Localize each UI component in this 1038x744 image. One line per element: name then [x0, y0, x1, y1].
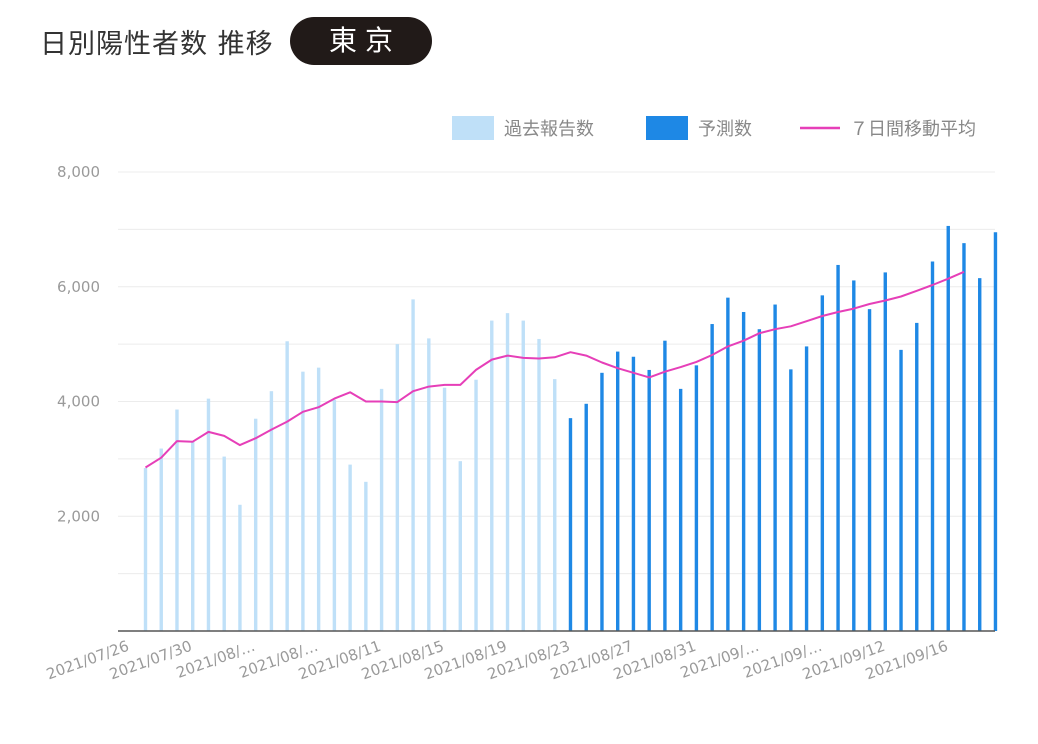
bar-past: [364, 481, 368, 631]
bar-past: [537, 338, 541, 631]
y-axis-ticks: 2,000 4,000 6,000 8,000: [57, 163, 100, 525]
x-axis-ticks: 2021/07/262021/07/302021/08/…2021/08/…20…: [44, 637, 950, 683]
bar-forecast: [789, 369, 793, 631]
bar-forecast: [584, 403, 588, 631]
bar-past: [490, 320, 494, 631]
bar-past: [553, 379, 557, 631]
bar-past: [301, 371, 305, 631]
bar-forecast: [962, 243, 966, 631]
bar-past: [379, 388, 384, 631]
bar-past: [442, 387, 447, 631]
bar-forecast: [757, 329, 762, 631]
bar-forecast: [663, 340, 667, 631]
bar-past: [238, 504, 242, 631]
bar-forecast: [568, 418, 573, 631]
bar-forecast: [710, 324, 714, 631]
bar-past: [222, 456, 226, 631]
moving-average-series: [144, 270, 965, 469]
bar-past: [269, 391, 274, 631]
legend-past-swatch[interactable]: [452, 116, 494, 140]
bar-forecast: [616, 351, 620, 631]
bar-past: [395, 344, 400, 631]
legend-past-label[interactable]: 過去報告数: [504, 119, 594, 140]
bar-forecast: [852, 280, 856, 631]
grid-lines: [118, 171, 995, 575]
bar-past: [521, 320, 525, 631]
region-badge[interactable]: 東京: [290, 17, 432, 65]
bar-series: [143, 225, 998, 631]
bar-forecast: [741, 311, 746, 631]
y-tick-label: 4,000: [57, 393, 100, 411]
y-tick-label: 8,000: [57, 163, 100, 181]
moving-average-line: [144, 270, 965, 469]
legend-forecast-swatch[interactable]: [646, 116, 688, 140]
bar-forecast: [726, 297, 730, 631]
bar-past: [505, 313, 510, 631]
bar-past: [143, 468, 148, 631]
bar-forecast: [631, 356, 636, 631]
legend-average-label[interactable]: ７日間移動平均: [850, 119, 976, 140]
bar-forecast: [883, 272, 887, 631]
bar-past: [316, 367, 321, 631]
bar-past: [285, 341, 289, 631]
bar-forecast: [804, 346, 809, 631]
bar-forecast: [820, 295, 825, 631]
y-tick-label: 2,000: [57, 507, 100, 525]
bar-forecast: [867, 309, 872, 631]
bar-past: [159, 448, 163, 631]
bar-forecast: [694, 365, 699, 631]
bar-past: [206, 398, 211, 631]
bar-forecast: [930, 261, 935, 631]
bar-past: [427, 338, 431, 631]
bar-forecast: [978, 278, 982, 631]
bar-forecast: [915, 322, 919, 631]
bar-past: [411, 299, 415, 631]
bar-past: [348, 464, 352, 631]
bar-forecast: [773, 304, 777, 631]
bar-past: [332, 399, 337, 631]
bar-forecast: [946, 225, 950, 631]
page-title: 日別陽性者数 推移: [40, 29, 274, 60]
bar-forecast: [836, 264, 840, 631]
bar-past: [253, 418, 258, 631]
bar-forecast: [899, 349, 903, 631]
bar-forecast: [993, 232, 998, 631]
bar-past: [191, 441, 195, 631]
bar-past: [458, 461, 462, 631]
legend: 過去報告数 予測数 ７日間移動平均: [452, 116, 976, 140]
bar-past: [474, 379, 478, 631]
bar-forecast: [647, 369, 651, 631]
legend-forecast-label[interactable]: 予測数: [698, 119, 752, 140]
y-tick-label: 6,000: [57, 278, 100, 296]
bar-past: [175, 409, 179, 631]
bar-forecast: [678, 388, 683, 631]
bar-forecast: [600, 372, 604, 631]
